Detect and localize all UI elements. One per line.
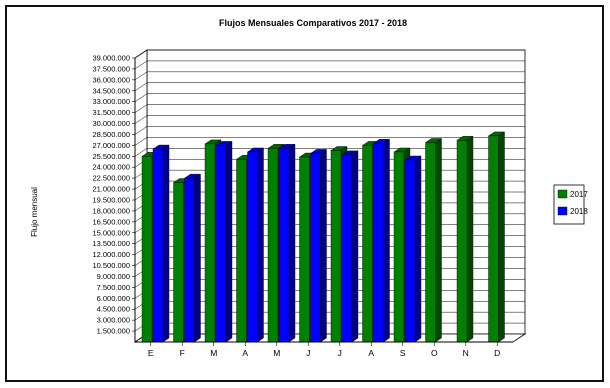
x-tick-label: E	[148, 348, 154, 358]
y-tick-label: 21.000.000	[92, 185, 130, 194]
gridline	[134, 82, 525, 91]
y-tick-label: 19.500.000	[92, 196, 130, 205]
bar-side	[498, 131, 505, 343]
legend-swatch-2017	[557, 189, 568, 199]
y-axis-title: Flujo mensual	[30, 187, 39, 237]
bar-side	[383, 138, 390, 343]
bar-2017-M	[267, 148, 279, 343]
y-tick-label: 18.000.000	[92, 206, 130, 215]
y-tick-label: 6.000.000	[97, 294, 130, 303]
bar-2018-F	[184, 177, 195, 343]
y-tick-label: 15.000.000	[92, 228, 130, 237]
y-tick-label: 39.000.000	[92, 54, 130, 63]
y-tick-label: 34.500.000	[92, 86, 130, 95]
gridline	[134, 126, 525, 135]
bar-2018-E	[152, 148, 164, 343]
y-tick-label: 7.500.000	[97, 283, 130, 292]
bar-side	[288, 143, 296, 343]
bar-side	[320, 149, 327, 343]
bar-side	[466, 135, 474, 343]
bar-side	[225, 141, 233, 343]
bar-side	[435, 138, 442, 343]
y-tick-label: 30.000.000	[92, 119, 130, 128]
x-tick-label: O	[431, 348, 438, 358]
gridline	[134, 93, 525, 102]
y-tick-label: 37.500.000	[92, 64, 130, 73]
bar-2018-S	[404, 159, 416, 343]
bar-side	[162, 144, 170, 343]
x-tick-label: S	[400, 348, 406, 358]
legend-label-2017: 2017	[570, 190, 588, 199]
bar-2018-M	[215, 145, 227, 343]
gridline	[134, 60, 525, 70]
x-tick-label: F	[180, 348, 185, 358]
y-tick-label: 27.000.000	[92, 141, 130, 150]
gridline	[134, 49, 525, 59]
x-tick-label: A	[242, 348, 248, 358]
bar-side	[257, 147, 264, 343]
bar-2017-J	[330, 150, 342, 343]
x-tick-label: N	[463, 348, 469, 358]
gridline	[134, 148, 525, 157]
y-tick-label: 24.000.000	[92, 163, 130, 172]
legend: 2017 2018	[553, 184, 588, 225]
bar-2017-M	[204, 143, 216, 343]
bar-2017-N	[456, 140, 468, 343]
bar-2017-E	[141, 156, 153, 343]
y-tick-label: 16.500.000	[92, 217, 130, 226]
legend-label-2018: 2018	[570, 207, 588, 216]
bar-2017-D	[488, 135, 499, 343]
y-tick-label: 1.500.000	[97, 327, 130, 336]
bar-2017-S	[393, 151, 405, 343]
x-tick-label: A	[368, 348, 374, 358]
bar-side	[414, 155, 422, 343]
y-tick-label: 4.500.000	[97, 305, 130, 314]
gridline	[134, 115, 525, 124]
chart-title: Flujos Mensuales Comparativos 2017 - 201…	[219, 18, 407, 28]
y-tick-label: 9.000.000	[97, 272, 130, 281]
bar-2018-A	[373, 142, 384, 343]
bar-side	[194, 173, 201, 343]
x-tick-label: J	[306, 348, 310, 358]
legend-swatch-2018	[557, 206, 568, 216]
bar-2018-A	[247, 151, 258, 343]
bar-2018-J	[310, 153, 321, 343]
bar-side	[351, 150, 359, 343]
y-tick-label: 25.500.000	[92, 152, 130, 161]
y-tick-label: 13.500.000	[92, 239, 130, 248]
y-tick-label: 36.000.000	[92, 75, 130, 84]
x-tick-label: J	[338, 348, 342, 358]
gridline	[134, 137, 525, 146]
x-tick-label: M	[210, 348, 217, 358]
bar-2017-F	[173, 182, 184, 343]
y-tick-label: 22.500.000	[92, 174, 130, 183]
bar-2018-M	[278, 148, 290, 343]
bar-2018-J	[341, 154, 353, 343]
bar-2017-A	[362, 145, 373, 343]
y-tick-label: 12.000.000	[92, 250, 130, 259]
y-tick-label: 31.500.000	[92, 108, 130, 117]
bar-2017-O	[425, 142, 436, 343]
x-tick-label: D	[494, 348, 500, 358]
bar-2017-J	[299, 156, 310, 343]
y-tick-label: 10.500.000	[92, 261, 130, 270]
y-tick-label: 28.500.000	[92, 130, 130, 139]
y-tick-label: 33.000.000	[92, 97, 130, 106]
x-tick-label: M	[273, 348, 280, 358]
gridline	[134, 104, 525, 113]
gridline	[134, 71, 525, 81]
y-tick-label: 3.000.000	[97, 316, 130, 325]
bar-2017-A	[236, 159, 247, 343]
